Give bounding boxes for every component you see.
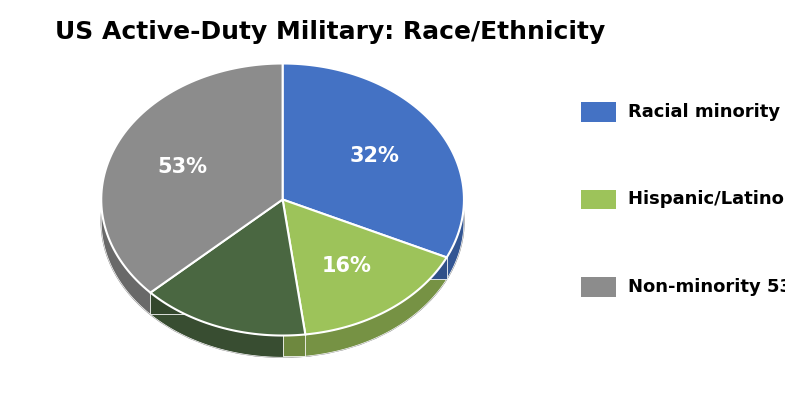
Ellipse shape	[101, 85, 464, 357]
PathPatch shape	[283, 334, 305, 356]
PathPatch shape	[283, 257, 447, 279]
PathPatch shape	[283, 200, 447, 334]
PathPatch shape	[305, 257, 447, 356]
Text: US Active-Duty Military: Race/Ethnicity: US Active-Duty Military: Race/Ethnicity	[55, 20, 604, 44]
PathPatch shape	[283, 63, 464, 257]
PathPatch shape	[151, 292, 283, 314]
PathPatch shape	[151, 292, 305, 357]
PathPatch shape	[151, 292, 283, 314]
Text: Non-minority 53%: Non-minority 53%	[628, 278, 785, 296]
PathPatch shape	[101, 63, 283, 292]
PathPatch shape	[283, 257, 447, 279]
PathPatch shape	[151, 200, 305, 336]
Text: 16%: 16%	[322, 255, 371, 276]
Text: 53%: 53%	[158, 157, 208, 177]
Text: 32%: 32%	[349, 146, 400, 166]
PathPatch shape	[447, 204, 464, 279]
PathPatch shape	[283, 334, 305, 356]
Text: Hispanic/Latino 16%: Hispanic/Latino 16%	[628, 190, 785, 209]
PathPatch shape	[101, 200, 151, 314]
Text: Racial minority 32%: Racial minority 32%	[628, 103, 785, 121]
